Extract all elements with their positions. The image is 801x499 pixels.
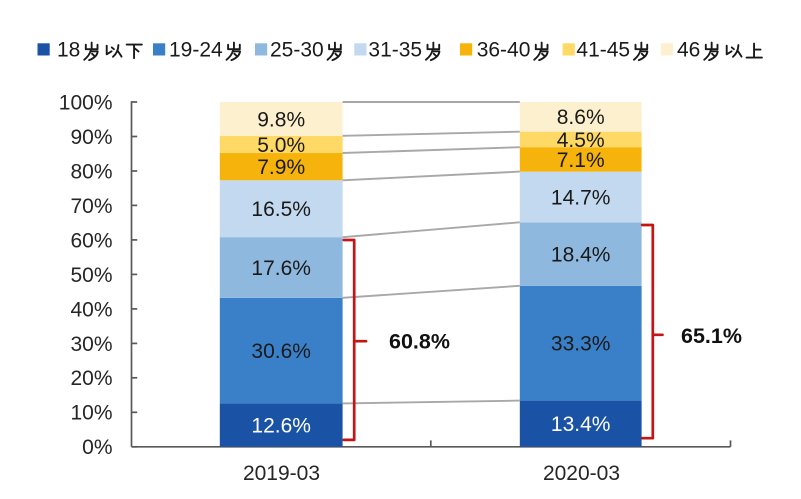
svg-text:12.6%: 12.6%: [251, 415, 311, 438]
svg-text:2019-03: 2019-03: [243, 462, 320, 485]
svg-text:60%: 60%: [70, 229, 112, 252]
svg-text:18: 18: [57, 39, 80, 62]
svg-text:36-40: 36-40: [477, 39, 531, 62]
svg-text:19-24: 19-24: [169, 39, 223, 62]
svg-text:90%: 90%: [70, 126, 112, 149]
svg-text:8.6%: 8.6%: [557, 106, 605, 129]
svg-text:4.5%: 4.5%: [557, 129, 605, 152]
svg-text:50%: 50%: [70, 264, 112, 287]
svg-text:13.4%: 13.4%: [551, 413, 611, 436]
svg-text:5.0%: 5.0%: [257, 134, 305, 157]
svg-text:30.6%: 30.6%: [251, 340, 311, 363]
svg-text:31-35: 31-35: [368, 39, 422, 62]
svg-text:14.7%: 14.7%: [551, 186, 611, 209]
svg-text:7.9%: 7.9%: [257, 156, 305, 179]
svg-text:65.1%: 65.1%: [681, 324, 742, 348]
svg-text:25-30: 25-30: [270, 39, 324, 62]
svg-text:40%: 40%: [70, 298, 112, 321]
svg-text:18.4%: 18.4%: [551, 244, 611, 267]
svg-text:100%: 100%: [59, 91, 113, 114]
svg-text:10%: 10%: [70, 402, 112, 425]
svg-text:9.8%: 9.8%: [257, 108, 305, 131]
svg-text:0%: 0%: [82, 436, 112, 459]
svg-text:80%: 80%: [70, 160, 112, 183]
svg-text:46: 46: [677, 39, 700, 62]
svg-text:7.1%: 7.1%: [557, 149, 605, 172]
svg-text:41-45: 41-45: [576, 39, 630, 62]
svg-text:17.6%: 17.6%: [251, 257, 311, 280]
svg-text:30%: 30%: [70, 333, 112, 356]
svg-text:2020-03: 2020-03: [543, 462, 620, 485]
svg-text:60.8%: 60.8%: [389, 330, 450, 354]
svg-text:33.3%: 33.3%: [551, 333, 611, 356]
svg-text:16.5%: 16.5%: [251, 198, 311, 221]
svg-text:70%: 70%: [70, 195, 112, 218]
svg-text:20%: 20%: [70, 367, 112, 390]
